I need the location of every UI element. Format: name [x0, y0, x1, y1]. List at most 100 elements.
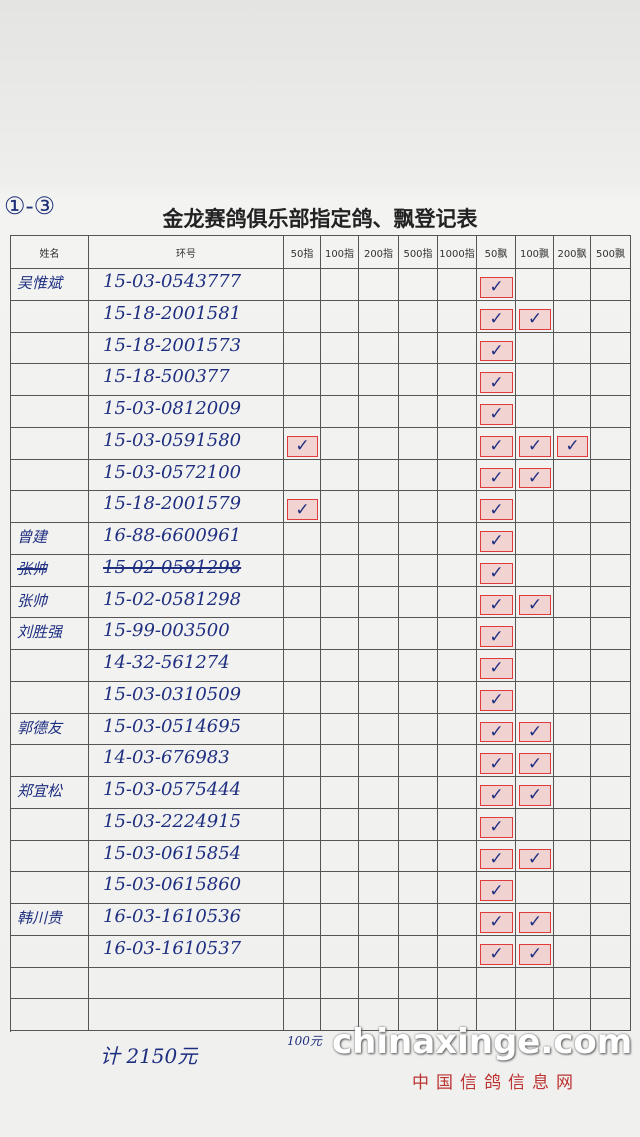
grid-cell — [89, 681, 284, 714]
check-mark: ✓ — [519, 753, 551, 774]
grid-cell — [516, 808, 554, 841]
header-cell: 50指 — [284, 236, 321, 269]
grid-cell — [399, 808, 438, 841]
ring-number: 14-03-676983 — [103, 747, 230, 769]
grid-cell — [359, 713, 399, 746]
grid-cell — [554, 808, 591, 841]
check-mark: ✓ — [480, 721, 513, 743]
name: 曾建 — [17, 528, 48, 546]
grid-cell — [399, 269, 438, 301]
grid-cell — [89, 713, 284, 746]
grid-cell — [284, 332, 321, 365]
grid-cell — [284, 681, 321, 714]
name: 吴惟斌 — [17, 274, 63, 292]
grid-cell — [284, 999, 321, 1031]
grid-cell — [399, 745, 438, 777]
grid-cell — [11, 745, 89, 777]
grid-cell — [399, 650, 438, 682]
grid-cell — [554, 459, 591, 492]
grid-cell — [89, 459, 284, 492]
grid-cell — [477, 777, 516, 809]
grid-cell — [438, 618, 477, 650]
grid-cell — [591, 427, 631, 460]
name: 刘胜强 — [17, 623, 63, 642]
grid-cell — [321, 967, 359, 1000]
grid-cell — [11, 491, 89, 523]
grid-cell — [591, 745, 631, 777]
grid-cell — [359, 935, 399, 968]
grid-cell — [284, 396, 321, 428]
grid-cell — [438, 904, 477, 936]
grid-cell — [591, 269, 631, 301]
grid-cell — [11, 904, 89, 936]
grid-cell — [477, 427, 516, 460]
grid-cell — [399, 427, 438, 460]
grid-cell — [89, 808, 284, 841]
name: 郭德友 — [17, 718, 63, 737]
grid-cell — [399, 364, 438, 396]
grid-cell — [321, 523, 359, 555]
grid-cell — [359, 586, 399, 619]
grid-cell — [438, 840, 477, 873]
grid-cell — [516, 586, 554, 619]
grid-cell — [359, 491, 399, 523]
grid-cell — [11, 269, 89, 301]
grid-cell — [399, 491, 438, 523]
grid-cell — [516, 777, 554, 809]
grid-cell — [591, 840, 631, 873]
grid-cell — [516, 491, 554, 523]
grid-cell — [321, 396, 359, 428]
grid-cell — [438, 935, 477, 968]
grid-cell — [359, 427, 399, 460]
check-mark: ✓ — [480, 689, 513, 711]
grid-cell — [438, 459, 477, 492]
grid-cell — [591, 396, 631, 428]
grid-cell — [438, 554, 477, 587]
check-mark: ✓ — [519, 848, 551, 870]
grid-cell — [359, 523, 399, 555]
header-cell: 环号 — [89, 236, 284, 269]
header-cell: 50飘 — [477, 236, 516, 269]
grid-cell — [284, 491, 321, 523]
grid-cell — [516, 427, 554, 460]
grid-cell — [438, 364, 477, 396]
name: 张帅 — [17, 559, 48, 578]
grid-cell — [516, 332, 554, 365]
grid-cell — [399, 872, 438, 904]
grid-cell — [554, 650, 591, 682]
grid-cell — [359, 618, 399, 650]
ring-number: 15-18-500377 — [103, 366, 230, 388]
grid-cell — [591, 364, 631, 396]
grid-cell — [11, 777, 89, 809]
grid-cell — [11, 554, 89, 587]
grid-cell — [477, 935, 516, 968]
grid-cell — [438, 396, 477, 428]
grid-cell — [359, 777, 399, 809]
grid-cell — [284, 935, 321, 968]
check-mark: ✓ — [480, 626, 513, 647]
grid-cell — [359, 650, 399, 682]
check-mark: ✓ — [519, 467, 551, 489]
grid-cell — [516, 554, 554, 587]
grid-cell — [477, 650, 516, 682]
grid-cell — [359, 872, 399, 904]
grid-cell — [359, 554, 399, 587]
grid-cell — [591, 904, 631, 936]
ring-number: 16-03-1610536 — [103, 906, 242, 927]
grid-cell — [11, 872, 89, 904]
grid-cell — [591, 300, 631, 333]
grid-cell — [516, 618, 554, 650]
grid-cell — [438, 269, 477, 301]
grid-cell — [438, 523, 477, 555]
grid-cell — [284, 777, 321, 809]
grid-cell — [591, 554, 631, 587]
grid-cell — [89, 523, 284, 555]
grid-cell — [11, 840, 89, 873]
header-cell: 200指 — [359, 236, 399, 269]
grid-cell — [284, 808, 321, 841]
ring-number: 15-18-2001573 — [103, 334, 242, 356]
grid-cell — [554, 935, 591, 968]
grid-cell — [359, 364, 399, 396]
grid-cell — [11, 618, 89, 650]
ring-number: 15-03-0575444 — [103, 779, 242, 800]
